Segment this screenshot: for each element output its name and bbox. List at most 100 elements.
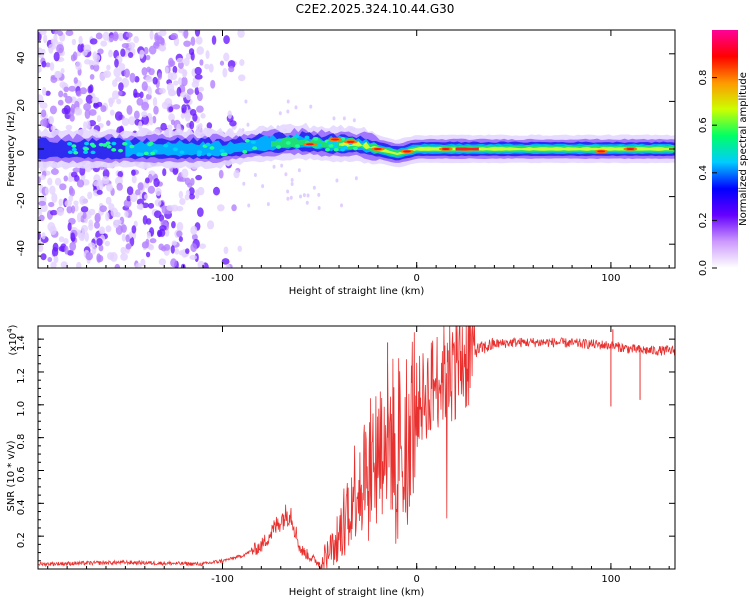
noise-speckle [141, 111, 148, 118]
ridge-blob [106, 144, 112, 149]
noise-speckle [222, 67, 228, 78]
colorbar-tick-label: 0.0 [698, 260, 709, 276]
ridge-blob [143, 151, 149, 156]
noise-speckle [129, 72, 136, 83]
noise-speckle [125, 234, 130, 243]
noise-speckle [79, 87, 88, 95]
noise-speckle [131, 169, 136, 176]
noise-speckle [40, 119, 47, 127]
x-tick-label: -100 [211, 574, 234, 585]
y-tick-label: 40 [16, 51, 27, 64]
ridge-blob [179, 150, 185, 155]
hot-spot-core [626, 148, 635, 150]
noise-speckle [246, 122, 250, 127]
noise-speckle [82, 212, 87, 219]
noise-speckle [38, 94, 44, 105]
noise-speckle [38, 200, 47, 206]
noise-speckle [166, 82, 175, 93]
noise-speckle [50, 261, 57, 268]
noise-speckle [39, 30, 47, 36]
noise-speckle [286, 99, 290, 104]
y-tick-label: 0.2 [16, 532, 27, 548]
noise-speckle [196, 91, 203, 102]
noise-speckle [127, 52, 134, 59]
ridge-blob [147, 142, 153, 147]
noise-speckle [211, 35, 217, 45]
noise-speckle [56, 207, 65, 216]
noise-speckle [81, 224, 89, 233]
y-tick-label: 20 [16, 99, 27, 112]
noise-speckle [70, 232, 76, 242]
noise-speckle [208, 63, 214, 73]
noise-speckle [134, 262, 142, 268]
ridge-blob [313, 137, 319, 141]
noise-speckle [172, 104, 181, 110]
noise-speckle [89, 38, 98, 45]
noise-speckle [68, 85, 77, 92]
noise-speckle [76, 212, 82, 223]
noise-speckle [152, 76, 158, 85]
noise-speckle [173, 80, 179, 86]
x-tick-label: 100 [601, 273, 620, 284]
noise-speckle [182, 69, 187, 78]
noise-speckle [206, 122, 213, 129]
noise-speckle [84, 232, 90, 242]
noise-speckle [146, 218, 152, 225]
noise-speckle [290, 178, 294, 183]
noise-speckle [58, 236, 65, 243]
noise-speckle [174, 248, 180, 255]
noise-speckle [106, 120, 111, 126]
noise-speckle [196, 46, 205, 55]
noise-speckle [146, 231, 152, 239]
noise-speckle [84, 109, 91, 119]
noise-speckle [342, 116, 346, 121]
noise-speckle [109, 252, 118, 262]
noise-speckle [198, 86, 205, 92]
noise-speckle [50, 39, 59, 45]
ridge-blob [325, 147, 331, 152]
noise-speckle [183, 30, 189, 39]
hot-spot-core [597, 150, 606, 153]
noise-speckle [38, 65, 42, 74]
noise-speckle [60, 67, 65, 74]
noise-speckle [137, 182, 144, 191]
ridge-blob [206, 152, 212, 157]
noise-speckle [194, 30, 201, 37]
noise-speckle [148, 202, 155, 209]
ridge-blob [73, 150, 79, 155]
y-tick-label: 0 [16, 150, 27, 156]
noise-speckle [113, 67, 122, 78]
noise-speckle [223, 35, 230, 45]
noise-speckle [161, 101, 169, 110]
ridge-blob [91, 144, 97, 148]
y-tick-label: -40 [16, 240, 27, 256]
snr-plot [38, 326, 675, 569]
noise-speckle [45, 90, 51, 96]
noise-speckle [144, 194, 149, 200]
noise-speckle [177, 77, 183, 85]
noise-speckle [188, 48, 195, 56]
ridge-blob [222, 152, 228, 157]
noise-speckle [49, 209, 58, 216]
noise-speckle [123, 68, 130, 78]
noise-speckle [96, 237, 103, 246]
noise-speckle [70, 54, 76, 62]
noise-speckle [191, 233, 198, 241]
noise-speckle [103, 71, 109, 78]
band-yellow [339, 140, 674, 155]
noise-speckle [121, 42, 130, 49]
ridge-blob [219, 149, 225, 153]
noise-speckle [68, 185, 74, 195]
noise-speckle [133, 35, 139, 44]
noise-speckle [141, 67, 148, 76]
hot-spot-core [331, 138, 340, 141]
noise-speckle [57, 30, 64, 37]
ridge-blob [294, 134, 300, 139]
noise-speckle [133, 110, 140, 120]
noise-speckle [101, 176, 110, 185]
noise-speckle [227, 110, 232, 119]
noise-speckle [96, 101, 103, 107]
noise-speckle [159, 225, 167, 231]
noise-speckle [125, 243, 132, 250]
noise-speckle [302, 193, 306, 198]
